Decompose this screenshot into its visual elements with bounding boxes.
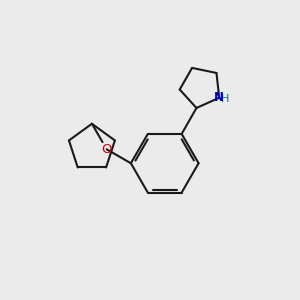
Text: N: N (214, 91, 224, 104)
Text: H: H (221, 94, 230, 104)
Text: O: O (101, 143, 112, 156)
